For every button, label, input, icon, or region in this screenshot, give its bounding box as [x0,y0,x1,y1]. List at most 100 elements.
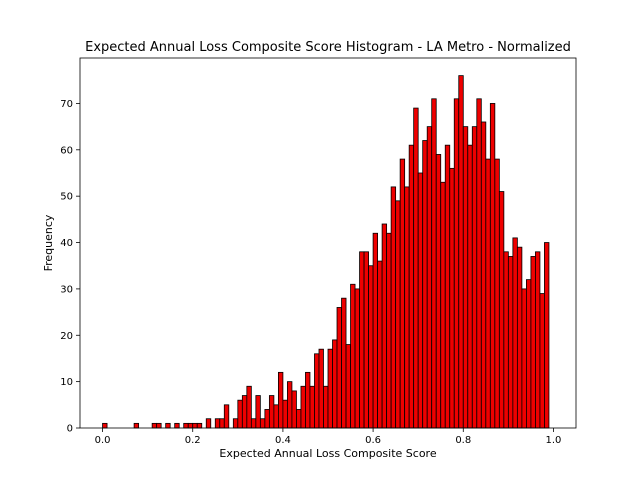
histogram-bar [336,307,342,429]
y-tick-label: 60 [60,145,73,156]
histogram-bar [489,103,496,429]
x-tick-label: 0.8 [455,435,471,446]
histogram-bar [237,399,243,429]
x-tick-label: 0.0 [95,435,111,446]
histogram-bar [507,256,514,429]
histogram-bar [395,200,401,429]
histogram-bar [223,404,230,429]
histogram-bar [259,418,266,429]
histogram-bar [314,353,320,429]
x-tick-label: 0.6 [365,435,381,446]
histogram-bar [404,186,410,429]
histogram-bar [246,385,252,429]
histogram-bar [521,288,527,429]
histogram-bar [440,181,446,429]
x-tick-label: 0.2 [185,435,201,446]
histogram-bar [354,288,360,429]
histogram-bar [156,422,162,429]
histogram-bar [318,348,324,429]
y-tick-label: 50 [60,192,73,203]
histogram-bar [241,395,248,429]
histogram-bar [196,422,203,429]
histogram-bar [345,344,351,429]
y-tick-label: 70 [60,99,73,110]
y-tick-label: 40 [60,238,73,249]
histogram-bar [359,251,365,429]
histogram-bar [255,395,261,429]
histogram-bar [291,390,297,429]
histogram-bar [102,422,108,429]
histogram-bar [282,399,288,429]
histogram-bar [273,404,279,429]
histogram-bar [323,385,329,429]
histogram-bar [539,293,545,429]
histogram-bar [187,422,194,429]
histogram-bar [268,395,275,429]
histogram-bar [431,98,437,429]
histogram-bar [368,265,374,429]
histogram-bar [498,191,505,429]
histogram-bar [363,251,369,429]
x-axis-ticks: 0.0 0.2 0.4 0.6 0.8 1.0 [95,428,561,446]
histogram-bar [544,242,550,429]
histogram-bar [341,297,347,429]
histogram-bar [309,385,315,429]
histogram-bar [449,167,455,429]
histogram-bar [296,409,302,429]
histogram-bar [426,126,433,429]
histogram-bar [350,283,356,429]
histogram-bar [494,158,500,429]
histogram-bar [435,154,442,429]
histogram-bar [512,237,518,429]
histogram-bar [300,385,306,429]
y-axis-ticks: 0 10 20 30 40 50 60 70 [60,99,80,435]
histogram-bar [535,251,541,429]
histogram-bar [503,251,509,429]
histogram-bar [133,422,140,429]
histogram-bar [516,246,523,429]
histogram-bar [381,223,388,429]
y-tick-label: 10 [60,377,73,388]
histogram-bar [422,140,428,429]
histogram-bar [327,348,333,429]
histogram-bar [458,75,464,429]
histogram-bar [530,256,536,429]
histogram-bar [372,232,378,429]
histogram-bar [462,126,469,429]
x-axis-label: Expected Annual Loss Composite Score [219,447,436,460]
x-tick-label: 0.4 [275,435,291,446]
y-tick-label: 20 [60,331,73,342]
histogram-bar [386,232,392,429]
histogram-bar [526,279,532,429]
histogram-bar [232,418,239,429]
histogram-bar [219,418,225,429]
histogram-bar [287,381,293,429]
histogram-bar [467,144,473,429]
histogram-bar [485,158,491,429]
y-axis-label: Frequency [42,214,55,271]
histogram-bar [377,260,383,429]
histogram-bar [408,144,415,429]
plot-frame [79,57,577,429]
histogram-bar [174,422,180,429]
histogram-bar [444,144,451,429]
histogram-bar [205,418,212,429]
histogram-bar [390,186,397,429]
histogram-bar [214,418,221,429]
histogram-bar [277,371,284,429]
histogram-bar [192,422,198,429]
histogram-bar [453,98,460,429]
chart-title: Expected Annual Loss Composite Score His… [85,40,571,55]
histogram-bar [471,126,478,429]
histogram-bar [332,339,338,429]
histogram-bar [417,172,424,429]
histogram-bar [476,98,482,429]
y-tick-label: 0 [67,424,73,435]
histogram-bar [305,371,311,429]
histogram-bar [399,158,406,429]
histogram-bar [480,121,487,429]
histogram-bar [151,422,158,429]
histogram-bar [250,418,257,429]
histogram-bar [165,422,171,429]
